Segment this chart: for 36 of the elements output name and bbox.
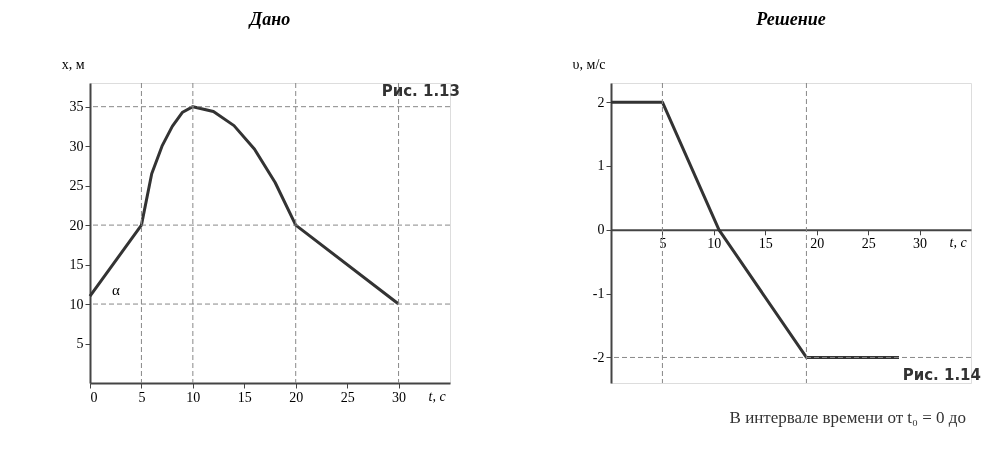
y-tick-label: 30 [69, 138, 84, 154]
y-tick-label: 20 [69, 217, 84, 233]
x-tick-label: 15 [758, 236, 773, 252]
x-tick-label: 10 [707, 236, 722, 252]
x-axis-title: t, с [949, 235, 968, 251]
y-tick-label: 25 [69, 178, 84, 194]
x-tick-label: 15 [237, 389, 252, 405]
x-tick-label: 5 [138, 389, 146, 405]
x-axis-title: t, с [428, 388, 447, 404]
x-tick-label: 0 [90, 389, 98, 405]
annotation: α [112, 282, 120, 299]
y-tick-label: 5 [76, 336, 84, 352]
x-tick-label: 20 [810, 236, 825, 252]
y-tick-label: 0 [597, 222, 605, 238]
y-tick-label: 15 [69, 257, 84, 273]
y-tick-label: 35 [69, 99, 84, 115]
chart-title: Решение [755, 9, 826, 29]
text: В интервале времени от t₀ = 0 до [729, 408, 966, 427]
annotation: Рис. 1.13 [381, 82, 460, 100]
y-tick-label: 2 [597, 94, 605, 110]
x-tick-label: 5 [659, 236, 667, 252]
x-tick-label: 10 [186, 389, 201, 405]
y-tick-label: 1 [597, 158, 605, 174]
x-tick-label: 20 [289, 389, 304, 405]
x-tick-label: 25 [340, 389, 355, 405]
x-tick-label: 25 [861, 236, 876, 252]
x-tick-label: 30 [913, 236, 928, 252]
annotation: Рис. 1.14 [902, 366, 981, 384]
y-tick-label: 10 [69, 296, 84, 312]
line-series [88, 105, 401, 306]
x-tick-label: 30 [392, 389, 407, 405]
y-axis-title: υ, м/с [572, 56, 606, 72]
chart-title: Дано [247, 9, 291, 29]
y-axis-title: x, м [61, 56, 85, 72]
y-tick-label: -2 [592, 349, 605, 365]
y-tick-label: -1 [592, 286, 605, 302]
